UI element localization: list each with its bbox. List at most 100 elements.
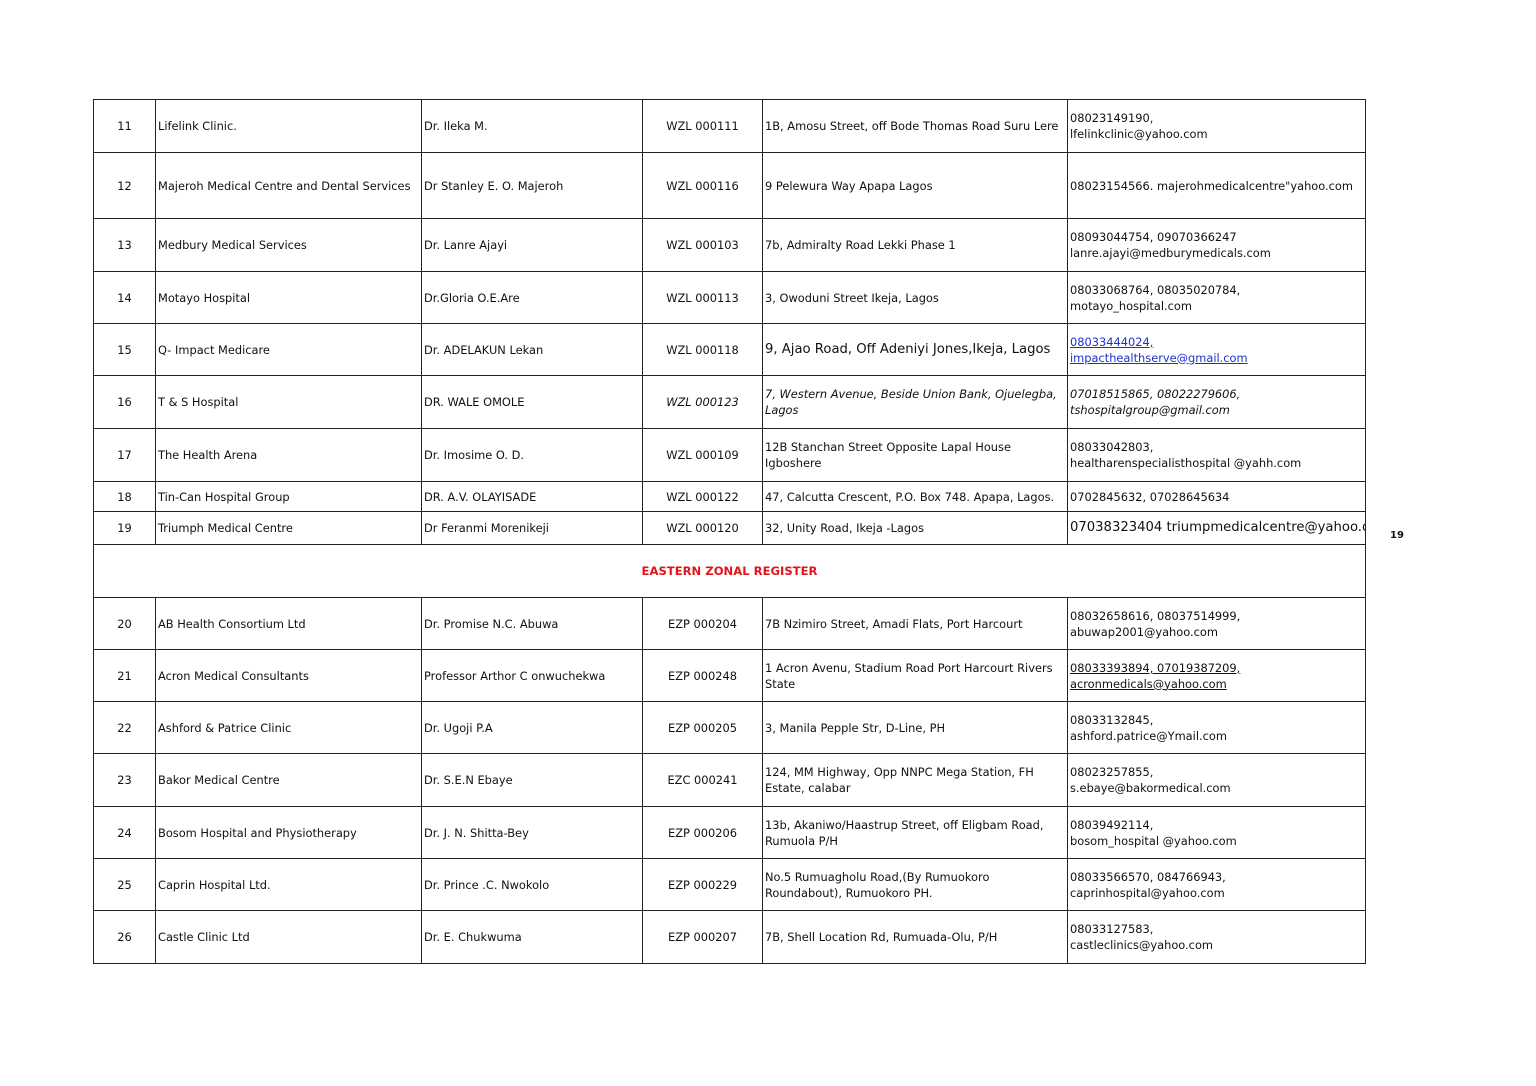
contact-link[interactable]: 08033444024, bbox=[1070, 334, 1154, 349]
contact: 08023149190, lfelinkclinic@yahoo.com bbox=[1067, 99, 1366, 153]
registration-code: WZL 000109 bbox=[642, 428, 763, 482]
address: 47, Calcutta Crescent, P.O. Box 748. Apa… bbox=[762, 481, 1068, 512]
contact: 08033393894, 07019387209, acronmedicals@… bbox=[1067, 649, 1366, 702]
row-number: 17 bbox=[93, 428, 156, 482]
contact: 08023257855, s.ebaye@bakormedical.com bbox=[1067, 753, 1366, 807]
contact-line: 08023149190, bbox=[1070, 111, 1154, 125]
row-number: 19 bbox=[93, 511, 156, 545]
doctor-name: Dr Stanley E. O. Majeroh bbox=[421, 152, 643, 219]
contact-link[interactable]: impacthealthserve@gmail.com bbox=[1070, 350, 1248, 365]
facility-name: Ashford & Patrice Clinic bbox=[155, 701, 422, 754]
facility-name: T & S Hospital bbox=[155, 375, 422, 429]
registration-code: EZP 000229 bbox=[642, 858, 763, 911]
facility-name: Medbury Medical Services bbox=[155, 218, 422, 272]
contact-line: 08023257855, bbox=[1070, 765, 1154, 779]
contact-line: 08023154566. majerohmedicalcentre"yahoo.… bbox=[1070, 178, 1353, 193]
registration-code: EZC 000241 bbox=[642, 753, 763, 807]
registration-code: EZP 000206 bbox=[642, 806, 763, 859]
contact: 0702845632, 07028645634 bbox=[1067, 481, 1366, 512]
contact: 08039492114, bosom_hospital @yahoo.com bbox=[1067, 806, 1366, 859]
address: 3, Owoduni Street Ikeja, Lagos bbox=[762, 271, 1068, 324]
row-number: 18 bbox=[93, 481, 156, 512]
doctor-name: Dr. Ugoji P.A bbox=[421, 701, 643, 754]
contact: 08033068764, 08035020784, motayo_hospital… bbox=[1067, 271, 1366, 324]
doctor-name: Dr. E. Chukwuma bbox=[421, 910, 643, 964]
contact-line: bosom_hospital @yahoo.com bbox=[1070, 833, 1237, 848]
contact-line: lanre.ajayi@medburymedicals.com bbox=[1070, 246, 1271, 260]
address: 7, Western Avenue, Beside Union Bank, Oj… bbox=[762, 375, 1068, 429]
row-number: 14 bbox=[93, 271, 156, 324]
facility-name: Majeroh Medical Centre and Dental Servic… bbox=[155, 152, 422, 219]
contact-line: 08033127583, bbox=[1070, 922, 1154, 936]
doctor-name: Dr.Gloria O.E.Are bbox=[421, 271, 643, 324]
contact-line: 0702845632, 07028645634 bbox=[1070, 489, 1230, 504]
registration-code: EZP 000204 bbox=[642, 597, 763, 650]
table-row: 20 AB Health Consortium Ltd Dr. Promise N.… bbox=[93, 597, 1366, 650]
registration-code: EZP 000205 bbox=[642, 701, 763, 754]
row-number: 22 bbox=[93, 701, 156, 754]
contact-line: 08039492114, bbox=[1070, 817, 1154, 832]
contact-line: abuwap2001@yahoo.com bbox=[1070, 624, 1218, 639]
address: 9, Ajao Road, Off Adeniyi Jones,Ikeja, L… bbox=[762, 323, 1068, 376]
facility-name: Bakor Medical Centre bbox=[155, 753, 422, 807]
row-number: 13 bbox=[93, 218, 156, 272]
table-row: 24 Bosom Hospital and Physiotherapy Dr. J.… bbox=[93, 806, 1366, 859]
doctor-name: Dr. Prince .C. Nwokolo bbox=[421, 858, 643, 911]
facility-name: Motayo Hospital bbox=[155, 271, 422, 324]
row-number: 12 bbox=[93, 152, 156, 219]
register-table: 11 Lifelink Clinic. Dr. Ileka M. WZL 000111… bbox=[93, 99, 1366, 964]
doctor-name: Dr. S.E.N Ebaye bbox=[421, 753, 643, 807]
facility-name: Triumph Medical Centre bbox=[155, 511, 422, 545]
registration-code: WZL 000122 bbox=[642, 481, 763, 512]
row-number: 24 bbox=[93, 806, 156, 859]
address: 1 Acron Avenu, Stadium Road Port Harcour… bbox=[762, 649, 1068, 702]
facility-name: AB Health Consortium Ltd bbox=[155, 597, 422, 650]
facility-name: Caprin Hospital Ltd. bbox=[155, 858, 422, 911]
doctor-name: Dr. Ileka M. bbox=[421, 99, 643, 153]
contact-line: healtharenspecialisthospital @yahh.com bbox=[1070, 456, 1302, 470]
registration-code: WZL 000103 bbox=[642, 218, 763, 272]
table-row: 25 Caprin Hospital Ltd. Dr. Prince .C. Nwo… bbox=[93, 858, 1366, 911]
row-number: 11 bbox=[93, 99, 156, 153]
table-row: 16 T & S Hospital DR. WALE OMOLE WZL 000123… bbox=[93, 375, 1366, 429]
contact-line: 08033566570, 084766943, bbox=[1070, 869, 1226, 884]
row-number: 16 bbox=[93, 375, 156, 429]
table-row: 12 Majeroh Medical Centre and Dental Serv… bbox=[93, 152, 1366, 219]
doctor-name: DR. A.V. OLAYISADE bbox=[421, 481, 643, 512]
registration-code: WZL 000113 bbox=[642, 271, 763, 324]
doctor-name: Dr Feranmi Morenikeji bbox=[421, 511, 643, 545]
row-number: 15 bbox=[93, 323, 156, 376]
facility-name: Acron Medical Consultants bbox=[155, 649, 422, 702]
contact-line: s.ebaye@bakormedical.com bbox=[1070, 781, 1231, 795]
doctor-name: Dr. Lanre Ajayi bbox=[421, 218, 643, 272]
contact: 08033127583, castleclinics@yahoo.com bbox=[1067, 910, 1366, 964]
table-row: 23 Bakor Medical Centre Dr. S.E.N Ebaye EZC… bbox=[93, 753, 1366, 807]
contact-line: motayo_hospital.com bbox=[1070, 298, 1192, 313]
registration-code: WZL 000116 bbox=[642, 152, 763, 219]
contact: 08033132845, ashford.patrice@Ymail.com bbox=[1067, 701, 1366, 754]
row-number: 20 bbox=[93, 597, 156, 650]
contact-line: 08033068764, 08035020784, bbox=[1070, 282, 1241, 297]
doctor-name: Dr. ADELAKUN Lekan bbox=[421, 323, 643, 376]
address: 32, Unity Road, Ikeja -Lagos bbox=[762, 511, 1068, 545]
address: 9 Pelewura Way Apapa Lagos bbox=[762, 152, 1068, 219]
table-row: 11 Lifelink Clinic. Dr. Ileka M. WZL 000111… bbox=[93, 99, 1366, 153]
row-number: 25 bbox=[93, 858, 156, 911]
address: 7B Nzimiro Street, Amadi Flats, Port Har… bbox=[762, 597, 1068, 650]
contact-link: acronmedicals@yahoo.com bbox=[1070, 676, 1227, 691]
contact-line: ashford.patrice@Ymail.com bbox=[1070, 728, 1227, 743]
registration-code: WZL 000118 bbox=[642, 323, 763, 376]
doctor-name: DR. WALE OMOLE bbox=[421, 375, 643, 429]
address: 12B Stanchan Street Opposite Lapal House… bbox=[762, 428, 1068, 482]
contact: 08033042803, healtharenspecialisthospital… bbox=[1067, 428, 1366, 482]
contact-line: 08032658616, 08037514999, bbox=[1070, 608, 1241, 623]
contact-line: 08033042803, bbox=[1070, 440, 1154, 454]
facility-name: The Health Arena bbox=[155, 428, 422, 482]
registration-code: WZL 000111 bbox=[642, 99, 763, 153]
contact-link: 08033393894, 07019387209, bbox=[1070, 660, 1241, 675]
registration-code: EZP 000207 bbox=[642, 910, 763, 964]
row-number: 26 bbox=[93, 910, 156, 964]
address: 124, MM Highway, Opp NNPC Mega Station, … bbox=[762, 753, 1068, 807]
address: 7b, Admiralty Road Lekki Phase 1 bbox=[762, 218, 1068, 272]
contact: 07018515865, 08022279606, tshospitalgroup… bbox=[1067, 375, 1366, 429]
